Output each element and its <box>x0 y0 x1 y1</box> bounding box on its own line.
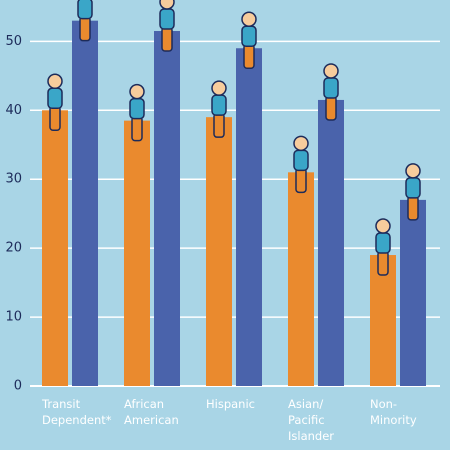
x-tick-label: Transit Dependent* <box>42 397 112 427</box>
person-legs <box>325 95 337 121</box>
bar <box>154 31 180 387</box>
person-body <box>293 149 309 172</box>
person-legs <box>131 115 143 142</box>
y-tick-label: 30 <box>5 172 22 187</box>
person-body <box>323 77 339 99</box>
person-icon <box>211 80 227 138</box>
person-icon <box>323 63 339 121</box>
bar <box>42 110 68 387</box>
person-icon <box>241 11 257 69</box>
person-body <box>241 25 257 47</box>
bar <box>288 172 314 386</box>
bar <box>370 255 396 386</box>
person-icon <box>129 83 145 142</box>
person-head <box>129 83 145 100</box>
y-tick-label: 50 <box>5 34 22 49</box>
person-legs <box>243 43 255 69</box>
x-tick-label: Hispanic <box>206 397 255 411</box>
y-tick-label: 10 <box>5 310 22 325</box>
person-head <box>211 80 227 96</box>
bar <box>124 120 150 386</box>
person-head <box>47 73 63 90</box>
person-head <box>293 135 309 152</box>
bar <box>72 20 98 387</box>
person-body <box>159 8 175 30</box>
person-body <box>211 94 227 116</box>
person-icon <box>159 0 175 52</box>
person-head <box>323 63 339 79</box>
person-body <box>375 232 391 254</box>
person-icon <box>77 0 93 42</box>
person-legs <box>49 105 61 132</box>
x-tick-label: Asian/ Pacific Islander <box>288 397 335 443</box>
x-tick-label: Non- Minority <box>370 397 417 427</box>
person-legs <box>295 167 307 194</box>
person-head <box>241 11 257 27</box>
person-icon <box>375 218 391 276</box>
bar <box>236 48 262 386</box>
person-legs <box>79 15 91 42</box>
y-tick-label: 20 <box>5 241 22 256</box>
bar <box>206 117 232 386</box>
person-head <box>159 0 175 10</box>
y-tick-label: 0 <box>14 379 22 394</box>
bar <box>400 199 426 386</box>
person-head <box>375 218 391 234</box>
x-tick-label: African American <box>124 397 179 427</box>
y-tick-label: 40 <box>5 103 22 118</box>
person-icon <box>47 73 63 132</box>
person-body <box>77 0 93 20</box>
person-body <box>405 177 421 199</box>
person-legs <box>161 26 173 52</box>
person-head <box>405 163 421 179</box>
person-icon <box>405 163 421 221</box>
person-legs <box>377 250 389 276</box>
bar <box>318 99 344 387</box>
person-legs <box>407 195 419 221</box>
person-body <box>129 97 145 120</box>
person-body <box>47 87 63 110</box>
person-icon <box>293 135 309 194</box>
person-legs <box>213 112 225 138</box>
